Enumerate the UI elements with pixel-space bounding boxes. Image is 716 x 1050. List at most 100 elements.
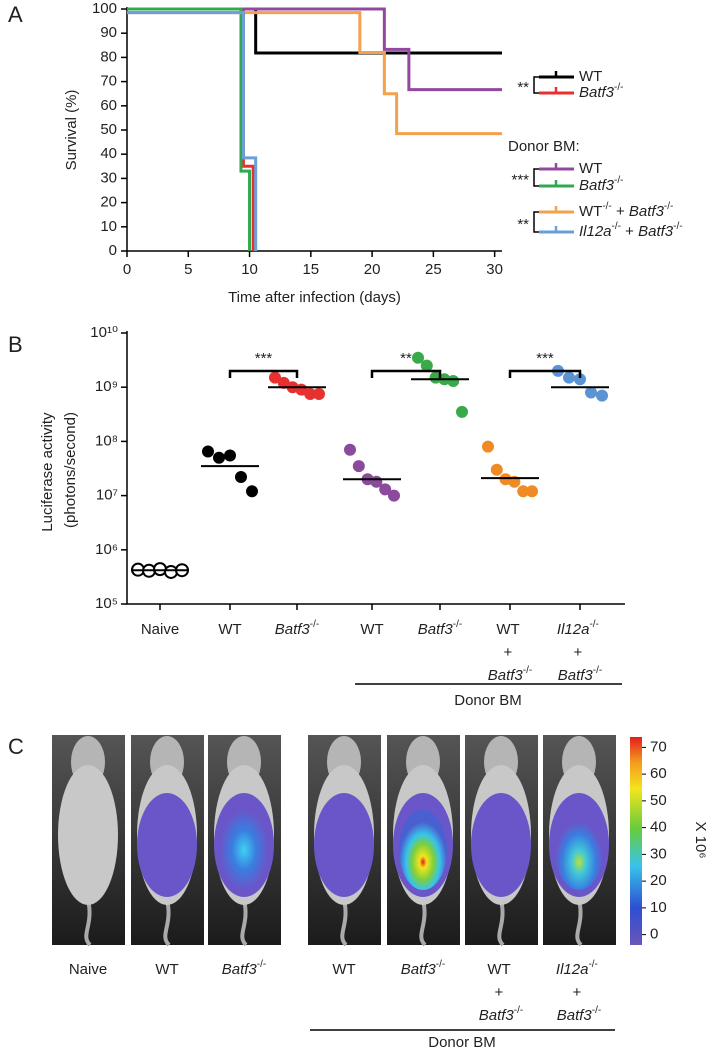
image-label: Naive (69, 961, 107, 978)
significance: *** (511, 171, 529, 188)
colorbar-label: X 10⁶ (692, 821, 709, 858)
y-tick-label: 50 (100, 121, 117, 138)
data-point (574, 373, 586, 386)
x-tick-label: 0 (123, 261, 131, 278)
mouse-tail (575, 899, 583, 947)
x-tick-label: Batf3-/- (418, 619, 462, 638)
y-tick-label: 10⁹ (95, 378, 118, 395)
legend-label: Il12a-/- + Batf3-/- (579, 221, 683, 240)
image-label: Il12a-/- + Batf3-/- (556, 959, 602, 1024)
x-tick-label: 25 (425, 261, 442, 278)
mouse-image (208, 735, 281, 947)
bracket (533, 211, 539, 233)
mouse-image (308, 735, 381, 947)
signal-hotspot (399, 810, 447, 890)
signal-region (314, 793, 374, 897)
panel-label: C (8, 734, 24, 759)
significance: *** (255, 350, 273, 367)
y-tick-label: 70 (100, 73, 117, 90)
mouse-tail (84, 899, 92, 947)
y-tick-label: 40 (100, 145, 117, 162)
y-tick-label: 30 (100, 169, 117, 186)
colorbar-tick-label: 0 (650, 926, 658, 943)
mouse-image (387, 735, 460, 947)
y-axis-label: Survival (%) (63, 90, 80, 171)
data-point (526, 485, 538, 498)
bracket (533, 76, 539, 94)
y-tick-label: 10⁷ (96, 487, 118, 504)
data-point (388, 489, 400, 502)
data-point (517, 485, 530, 498)
image-label: WT (155, 961, 178, 978)
mouse-tail (163, 899, 171, 947)
data-point (202, 445, 214, 458)
y-tick-label: 10⁶ (95, 541, 118, 558)
legend-label: WT-/- + Batf3-/- (579, 201, 673, 220)
signal-region (137, 793, 197, 897)
image-label: Batf3-/- (222, 959, 266, 978)
significance: ** (517, 79, 529, 96)
survival-line (127, 7, 502, 55)
y-tick-label: 60 (100, 97, 117, 114)
signal-hotspot (555, 810, 603, 890)
data-point (344, 443, 356, 456)
colorbar-tick-label: 20 (650, 872, 667, 889)
legend-label: Batf3-/- (579, 175, 623, 194)
mouse-image (465, 735, 538, 947)
significance: ** (517, 216, 529, 233)
survival-line (127, 11, 502, 136)
y-tick-label: 20 (100, 194, 117, 211)
x-axis-label: Time after infection (days) (228, 289, 401, 306)
y-axis-label: Luciferase activity (photons/second) (39, 408, 79, 531)
x-tick-label: 20 (364, 261, 381, 278)
y-tick-label: 10⁸ (95, 432, 118, 449)
colorbar-tick-label: 50 (650, 792, 667, 809)
data-point (352, 460, 365, 473)
data-point (379, 483, 392, 496)
y-tick-label: 10¹⁰ (90, 324, 118, 341)
x-tick-label: Batf3-/- (275, 619, 319, 638)
data-point (313, 387, 325, 400)
data-point (164, 564, 178, 579)
survival-line (127, 7, 502, 92)
y-tick-label: 80 (100, 48, 117, 65)
panel-label: A (8, 2, 23, 27)
data-point (304, 387, 317, 400)
data-point (563, 371, 575, 384)
legend-title: Donor BM: (508, 138, 580, 155)
group-label: Donor BM (428, 1034, 496, 1050)
mouse-body (58, 765, 118, 905)
legend-label: Batf3-/- (579, 82, 623, 101)
mouse-image (52, 735, 125, 947)
data-point (585, 386, 597, 399)
panel-label: B (8, 332, 23, 357)
bracket (533, 168, 539, 187)
data-point (482, 440, 494, 453)
mouse-tail (240, 899, 248, 947)
data-point (420, 359, 433, 372)
data-point (596, 389, 608, 402)
y-tick-label: 100 (92, 0, 117, 17)
x-tick-label: Il12a-/- + Batf3-/- (557, 619, 603, 684)
bracket (508, 369, 582, 378)
x-tick-label: Naive (141, 621, 179, 638)
y-tick-label: 10⁵ (95, 595, 118, 612)
y-tick-label: 0 (109, 242, 117, 259)
image-label: WT + Batf3-/- (479, 961, 523, 1024)
x-tick-label: WT (218, 621, 241, 638)
mouse-tail (340, 899, 348, 947)
data-point (456, 405, 468, 418)
mouse-tail (497, 899, 505, 947)
data-point (412, 351, 424, 364)
data-point (224, 449, 236, 462)
image-label: Batf3-/- (401, 959, 445, 978)
axis (126, 7, 502, 252)
significance: *** (536, 350, 554, 367)
survival-line (127, 7, 255, 251)
x-tick-label: WT (360, 621, 383, 638)
colorbar-tick-label: 10 (650, 899, 667, 916)
mouse-tail (419, 899, 427, 947)
data-point (269, 371, 281, 384)
signal-hotspot (220, 810, 268, 890)
